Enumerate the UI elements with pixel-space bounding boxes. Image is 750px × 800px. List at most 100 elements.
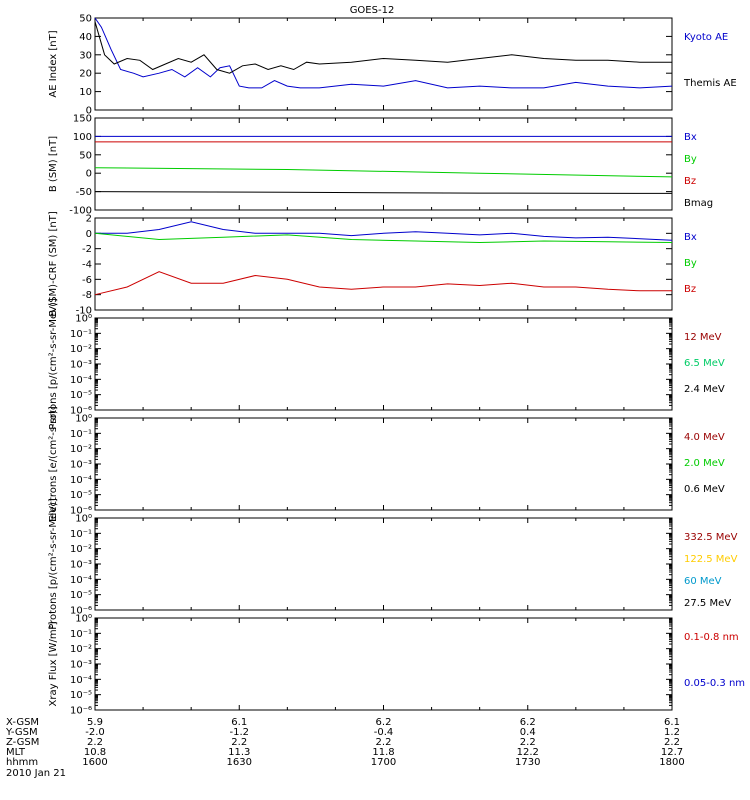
legend-entry: By [684,258,697,269]
legend-entry: 6.5 MeV [684,358,725,369]
y-tick-label: 0 [86,106,92,117]
x-row-value: 1.2 [664,727,680,738]
legend-entry: 0.1-0.8 nm [684,632,739,643]
x-row-value: 5.9 [87,717,103,728]
y-axis-label: Protons [p/(cm²-s-sr-MeV)] [48,498,59,630]
legend-entry: 0.6 MeV [684,484,725,495]
y-tick-label: 50 [79,150,92,161]
x-row-value: 2.2 [520,737,536,748]
x-row-value: -0.4 [374,727,394,738]
y-tick-label: 150 [73,114,92,125]
panel-frame [94,17,673,111]
x-row-label: MLT [6,747,26,758]
legend-entry: 4.0 MeV [684,432,725,443]
y-axis-label: Xray Flux [W/m²] [48,621,59,706]
y-tick-label: -10 [76,306,92,317]
legend-entry: 12 MeV [684,332,722,343]
x-row-value: 6.1 [231,717,247,728]
panel-6: 10⁻⁶ 10⁻⁵ 10⁻⁴ 10⁻³ 10⁻² 10⁻¹ 10⁰ Protons [p/(c… [48,498,738,630]
x-row-value: -1.2 [229,727,249,738]
x-row-label: hhmm [6,757,38,768]
panel-5: 10⁻⁶ 10⁻⁵ 10⁻⁴ 10⁻³ 10⁻² 10⁻¹ 10⁰ Electrons [e/… [48,406,725,522]
y-tick-label: 10⁻⁶ [70,606,92,617]
y-tick-label: -8 [82,290,92,301]
legend-entry: Bz [684,284,696,295]
legend-entry: By [684,154,697,165]
date-label: 2010 Jan 21 [6,768,66,779]
x-row-value: 1700 [371,757,396,768]
legend-entry: Bx [684,232,697,243]
x-row-label: Z-GSM [6,737,39,748]
x-row-value: 10.8 [84,747,106,758]
series-line-2 [94,232,673,244]
y-tick-label: 10⁻⁶ [70,406,92,417]
x-row-value: 6.2 [376,717,392,728]
legend-entry: 2.0 MeV [684,458,725,469]
y-tick-label: 10⁻¹ [70,429,92,440]
y-tick-label: 10⁻⁴ [70,575,92,586]
panel-1: 0 10 20 30 40 50 AE Index [nT] Kyoto AE Themis A… [48,14,737,117]
y-axis-label: Electrons [e/(cm²-s-sr)] [48,406,59,522]
x-axis-table: X-GSM 5.9 6.1 6.2 6.2 6.1 Y-GSM -2.0 -1.2 -0.4 0.4… [5,717,685,779]
y-tick-label: 10⁻² [70,544,92,555]
x-row-value: 2.2 [87,737,103,748]
y-tick-label: 10⁻³ [70,460,92,471]
panel-frame [94,417,673,511]
legend-entry: 0.05-0.3 nm [684,678,745,689]
y-tick-label: 10⁻⁵ [70,490,92,501]
legend-entry: Themis AE [683,78,737,89]
series-line-1 [95,221,673,241]
y-tick-label: 100 [73,132,92,143]
series-line-2 [94,21,672,74]
x-row-value: 1800 [659,757,684,768]
y-tick-label: 10⁻² [70,644,92,655]
x-row-value: 12.7 [661,747,683,758]
panel-frame [94,217,673,311]
y-tick-label: 10⁻² [70,444,92,455]
legend-entry: Bx [684,132,697,143]
y-tick-label: 10⁻⁵ [70,390,92,401]
y-tick-label: 10⁻³ [70,660,92,671]
y-tick-label: -100 [69,206,92,217]
x-row-value: 12.2 [517,747,539,758]
legend-entry: Bmag [684,198,713,209]
series-line-2 [94,167,673,178]
x-row-value: -2.0 [85,727,105,738]
y-tick-label: 0 [86,229,92,240]
y-tick-label: 10⁻¹ [70,329,92,340]
panel-4: 10⁻⁶ 10⁻⁵ 10⁻⁴ 10⁻³ 10⁻² 10⁻¹ 10⁰ Protons [p/(c… [48,298,725,430]
x-row-value: 1630 [227,757,252,768]
y-tick-label: 10⁰ [75,414,92,425]
legend-entry: 332.5 MeV [684,532,738,543]
panel-frame [94,117,673,211]
y-tick-label: 10⁰ [75,614,92,625]
x-row-value: 6.1 [664,717,680,728]
y-tick-label: 30 [79,50,92,61]
chart-title: GOES-12 [350,5,395,16]
x-row-value: 2.2 [664,737,680,748]
y-tick-label: 10⁻⁵ [70,590,92,601]
panel-frame [94,317,673,411]
x-row-value: 11.8 [372,747,394,758]
y-tick-label: 20 [79,69,92,80]
y-tick-label: 10⁰ [75,514,92,525]
y-axis-label: B (SM) [nT] [48,136,59,192]
y-tick-label: 2 [86,214,92,225]
legend-entry: 122.5 MeV [684,554,738,565]
panel-2: -100 -50 0 50 100 150 B (SM) [nT] Bx By Bz Bmag [48,114,713,217]
y-tick-label: 10⁻⁴ [70,675,92,686]
y-tick-label: -6 [82,275,92,286]
y-tick-label: -50 [76,187,92,198]
y-tick-label: 10⁻⁴ [70,375,92,386]
x-row-value: 1600 [82,757,107,768]
y-axis-label: B (SM)-CRF (SM) [nT] [48,211,59,317]
y-tick-label: 40 [79,32,92,43]
y-tick-label: 10⁻¹ [70,529,92,540]
legend-entry: 60 MeV [684,576,722,587]
panel-3: -10 -8 -6 -4 -2 0 2 B (SM)-CRF (SM) [nT] Bx By Bz [48,211,697,317]
y-tick-label: 10⁻³ [70,560,92,571]
y-tick-label: 10⁻³ [70,360,92,371]
legend-entry: Kyoto AE [684,32,728,43]
series-line-3 [94,271,672,296]
x-row-value: 1730 [515,757,540,768]
